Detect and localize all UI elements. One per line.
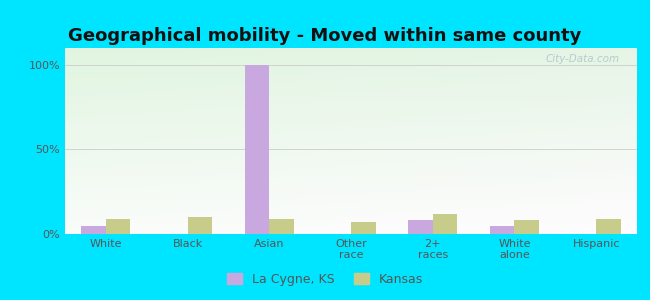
Bar <box>106 219 131 234</box>
Bar <box>596 219 621 234</box>
Bar <box>245 65 269 234</box>
Bar <box>351 222 376 234</box>
Bar <box>269 219 294 234</box>
Bar <box>81 226 106 234</box>
Bar <box>433 214 457 234</box>
Bar <box>408 220 433 234</box>
Bar <box>514 220 539 234</box>
Text: Geographical mobility - Moved within same county: Geographical mobility - Moved within sam… <box>68 27 582 45</box>
Bar <box>490 226 514 234</box>
Bar <box>188 217 212 234</box>
Text: City-Data.com: City-Data.com <box>546 54 620 64</box>
Legend: La Cygne, KS, Kansas: La Cygne, KS, Kansas <box>222 268 428 291</box>
